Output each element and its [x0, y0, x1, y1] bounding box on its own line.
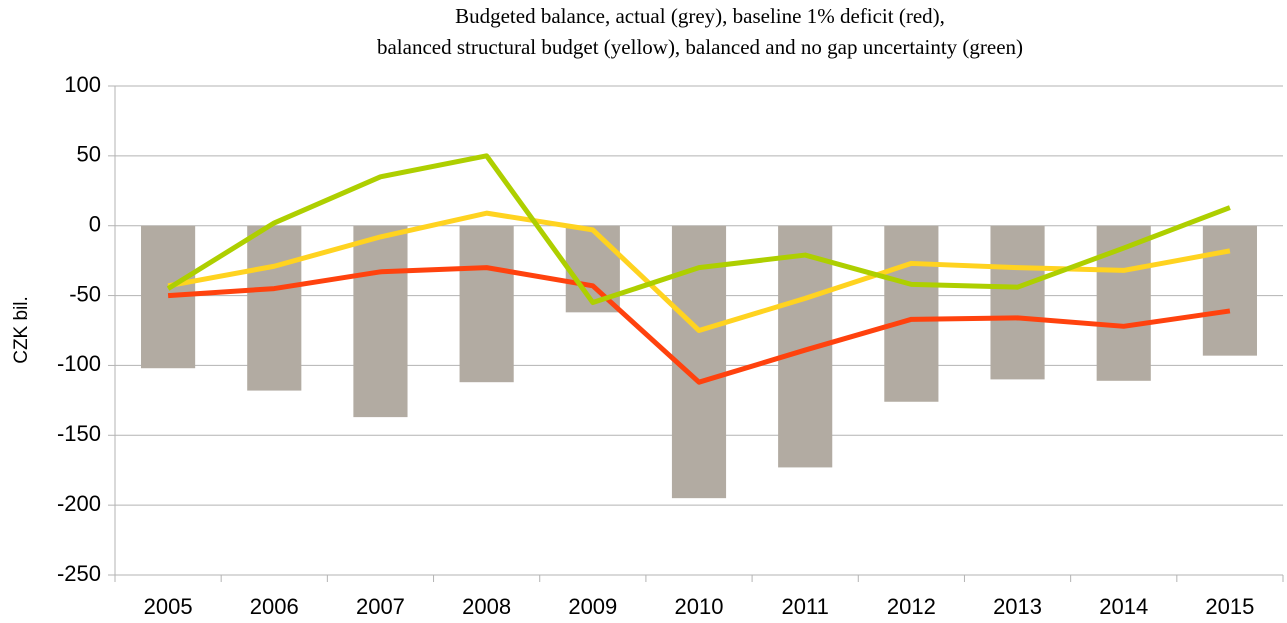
y-tick-label: -50	[69, 281, 101, 306]
x-tick-label: 2013	[993, 594, 1042, 619]
bar	[884, 225, 939, 402]
x-tick-label: 2005	[144, 594, 193, 619]
y-tick-label: -100	[57, 351, 101, 376]
x-tick-label: 2012	[887, 594, 936, 619]
chart-title: balanced structural budget (yellow), bal…	[377, 35, 1023, 59]
bar	[247, 225, 302, 391]
y-tick-label: 50	[77, 142, 101, 167]
bar	[141, 225, 196, 369]
y-tick-label: 0	[89, 212, 101, 237]
x-tick-label: 2010	[675, 594, 724, 619]
x-tick-label: 2006	[250, 594, 299, 619]
x-tick-label: 2011	[782, 594, 829, 619]
x-tick-label: 2015	[1205, 594, 1254, 619]
chart-title: Budgeted balance, actual (grey), baselin…	[455, 4, 945, 28]
bar	[1202, 225, 1257, 356]
x-tick-label: 2014	[1099, 594, 1148, 619]
x-tick-label: 2008	[462, 594, 511, 619]
bar	[990, 225, 1045, 380]
line	[167, 265, 1231, 385]
x-tick-label: 2007	[356, 594, 405, 619]
y-tick-label: -250	[57, 561, 101, 586]
bar	[1096, 225, 1151, 381]
y-tick-label: 100	[64, 72, 101, 97]
y-axis-label: CZK bil.	[11, 296, 32, 364]
bar	[459, 225, 514, 383]
x-tick-label: 2009	[568, 594, 617, 619]
line	[166, 153, 1231, 306]
line	[167, 210, 1231, 333]
y-tick-label: -150	[57, 421, 101, 446]
bar	[353, 225, 408, 418]
y-tick-label: -200	[57, 491, 101, 516]
